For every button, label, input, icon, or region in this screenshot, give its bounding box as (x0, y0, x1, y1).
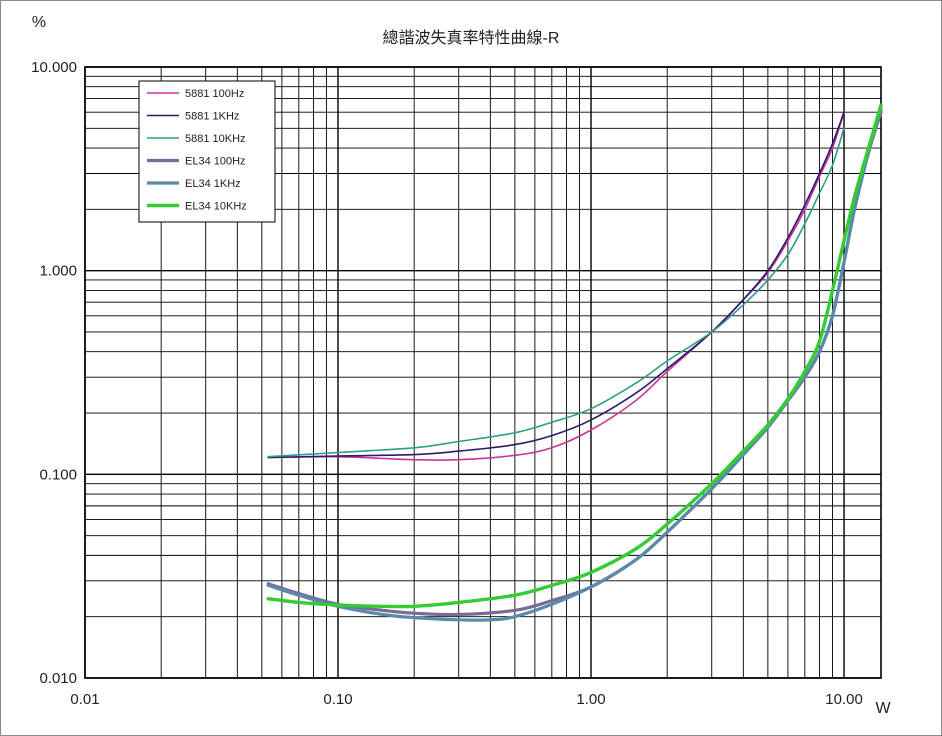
y-tick-label: 10.000 (31, 59, 77, 76)
y-tick-label: 0.100 (39, 466, 77, 483)
legend-box (138, 80, 276, 223)
plot-border (84, 66, 882, 679)
tick-labels: 0.01 0.10 1.00 10.00 0.010 0.100 1.000 10.000 (31, 59, 863, 708)
x-tick-label: 0.01 (70, 691, 99, 708)
y-tick-label: 1.000 (39, 263, 77, 280)
x-axis-label: W (875, 700, 891, 717)
series-line (266, 110, 883, 617)
legend-label: 5881 10KHz (185, 133, 246, 145)
grid (84, 66, 882, 679)
legend: 5881 100Hz 5881 1KHz 5881 10KHz EL34 100Hz E… (138, 80, 276, 223)
legend-label: EL34 100Hz (185, 156, 246, 168)
series-line (266, 103, 883, 609)
series-line (267, 111, 845, 461)
series-line (267, 111, 845, 459)
legend-label: 5881 1KHz (185, 111, 239, 123)
x-tick-label: 0.10 (323, 691, 352, 708)
x-tick-label: 1.00 (576, 691, 605, 708)
series-line (266, 107, 883, 622)
y-tick-label: 0.010 (39, 670, 77, 687)
legend-label: EL34 10KHz (185, 201, 247, 213)
chart-title: 總諧波失真率特性曲線-R (383, 29, 560, 47)
series-line (267, 127, 845, 458)
x-tick-label: 10.00 (825, 691, 863, 708)
series-lines (266, 103, 883, 622)
legend-label: 5881 100Hz (185, 88, 244, 100)
legend-label: EL34 1KHz (185, 178, 241, 190)
y-axis-label: % (32, 14, 46, 31)
